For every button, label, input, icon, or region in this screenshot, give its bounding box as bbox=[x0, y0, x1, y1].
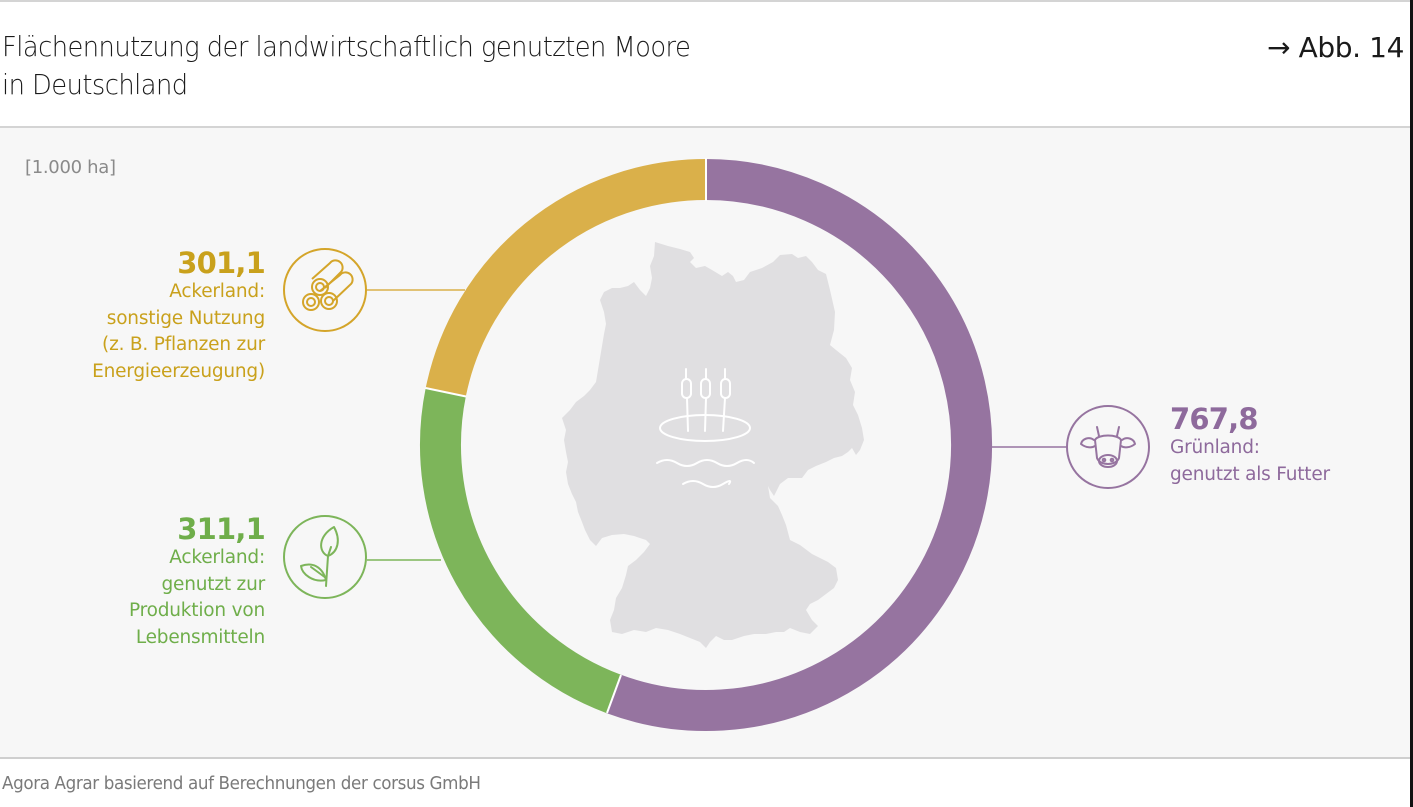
logs-icon bbox=[283, 248, 367, 332]
figure-reference: → Abb. 14 bbox=[1267, 31, 1404, 64]
header: Flächennutzung der landwirtschaftlich ge… bbox=[0, 2, 1410, 126]
source-note: Agora Agrar basierend auf Berechnungen d… bbox=[2, 773, 481, 794]
segment-separators bbox=[425, 158, 707, 714]
value-gruenland: 767,8 bbox=[1170, 402, 1259, 436]
moor-reed-water-icon bbox=[656, 368, 755, 488]
title-line-2: in Deutschland bbox=[2, 68, 188, 101]
cow-icon bbox=[1066, 405, 1150, 489]
segment-gruenland bbox=[606, 159, 993, 731]
desc-line: genutzt als Futter bbox=[1170, 463, 1330, 485]
desc-line: Grünland: bbox=[1170, 437, 1260, 458]
plant-sprout-icon bbox=[283, 515, 367, 599]
label-ackerland-sonstige: 301,1 Ackerland: sonstige Nutzung (z. B.… bbox=[0, 246, 266, 385]
value-ackerland-lebensmittel: 311,1 bbox=[177, 512, 266, 546]
segment-ackerland-lebensmittel bbox=[419, 388, 622, 714]
desc-line: Ackerland: bbox=[169, 547, 265, 568]
desc-line: Ackerland: bbox=[169, 281, 265, 302]
unit-label: [1.000 ha] bbox=[25, 157, 116, 178]
value-ackerland-sonstige: 301,1 bbox=[177, 246, 266, 280]
label-ackerland-lebensmittel: 311,1 Ackerland: genutzt zur Produktion … bbox=[0, 512, 266, 651]
desc-line: sonstige Nutzung bbox=[106, 307, 265, 329]
right-border bbox=[1410, 0, 1413, 807]
desc-line: (z. B. Pflanzen zur bbox=[102, 334, 265, 355]
germany-map bbox=[562, 242, 864, 648]
desc-line: Energieerzeugung) bbox=[92, 360, 265, 382]
desc-line: Produktion von bbox=[128, 600, 265, 621]
top-divider bbox=[0, 0, 1413, 2]
donut-ring bbox=[419, 159, 993, 731]
page-title: Flächennutzung der landwirtschaftlich ge… bbox=[2, 28, 904, 104]
title-line-1: Flächennutzung der landwirtschaftlich ge… bbox=[2, 30, 691, 63]
desc-line: Lebensmitteln bbox=[135, 626, 265, 648]
desc-line: genutzt zur bbox=[161, 573, 265, 595]
footer-divider bbox=[0, 757, 1410, 759]
label-gruenland: 767,8 Grünland: genutzt als Futter bbox=[1170, 403, 1410, 488]
header-divider bbox=[0, 126, 1410, 128]
segment-ackerland-sonstige bbox=[425, 159, 707, 397]
